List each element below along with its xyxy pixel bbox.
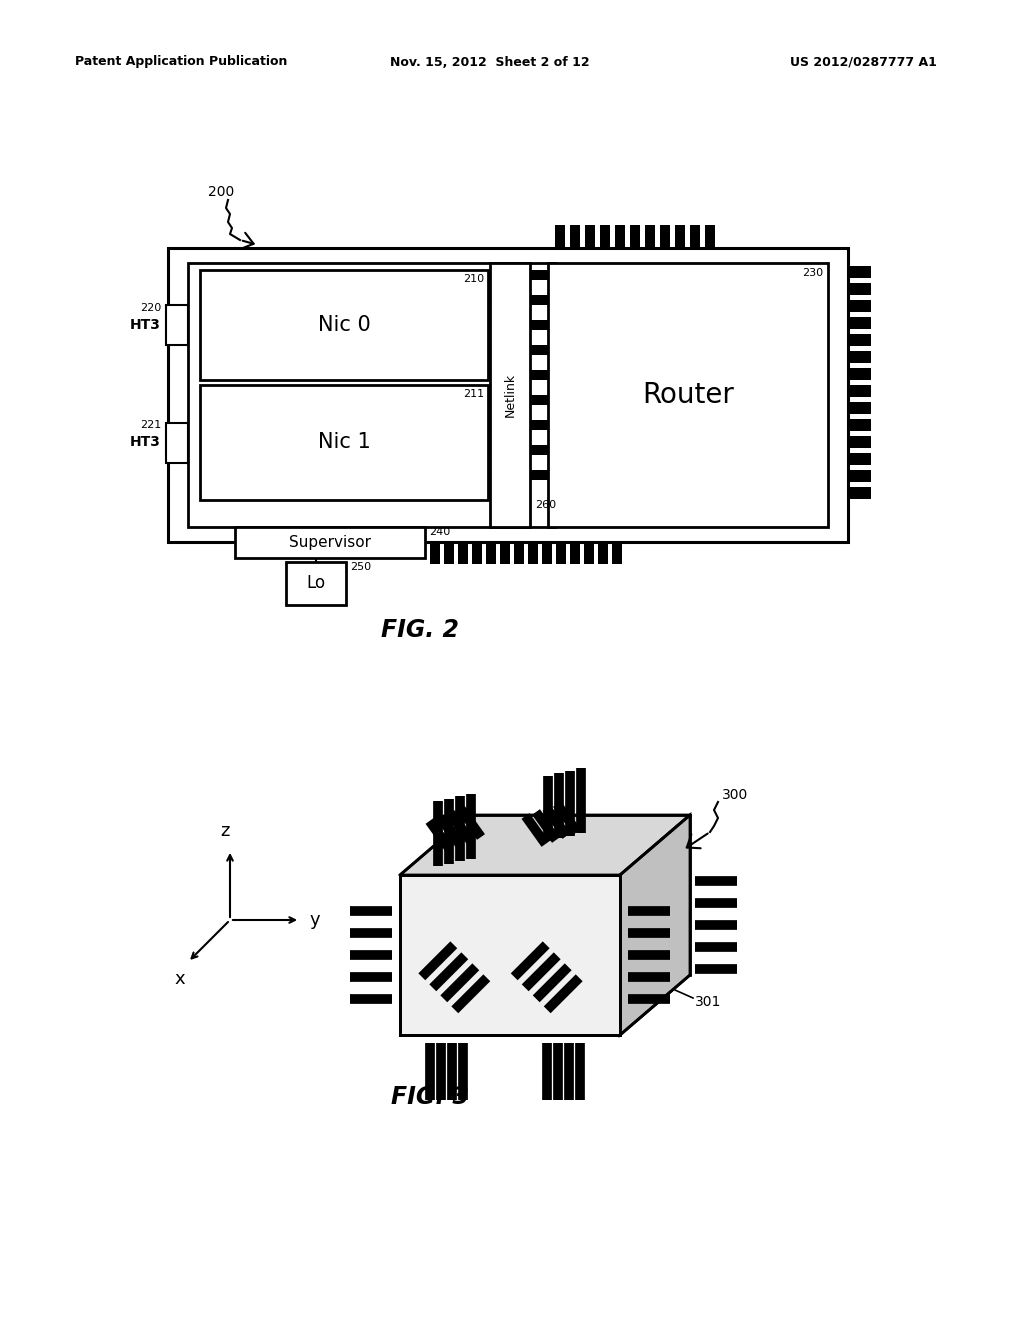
Text: 240: 240: [429, 527, 451, 537]
Bar: [458, 543, 468, 564]
Bar: [286, 562, 346, 605]
Bar: [472, 319, 490, 330]
Bar: [645, 224, 655, 248]
Text: Supervisor: Supervisor: [289, 535, 371, 550]
Bar: [472, 370, 490, 380]
Text: x: x: [175, 970, 185, 987]
FancyArrowPatch shape: [241, 232, 254, 249]
Text: Patent Application Publication: Patent Application Publication: [75, 55, 288, 69]
Bar: [848, 453, 871, 465]
Text: Nov. 15, 2012  Sheet 2 of 12: Nov. 15, 2012 Sheet 2 of 12: [390, 55, 590, 69]
Bar: [472, 470, 490, 480]
Text: Lo: Lo: [306, 574, 326, 593]
Polygon shape: [400, 875, 620, 1035]
Bar: [848, 403, 871, 414]
Bar: [584, 543, 594, 564]
Bar: [490, 263, 530, 527]
Bar: [200, 271, 488, 380]
Bar: [598, 543, 608, 564]
Text: Netlink: Netlink: [504, 374, 516, 417]
Bar: [444, 543, 454, 564]
FancyArrowPatch shape: [687, 833, 708, 849]
Bar: [570, 224, 580, 248]
Bar: [848, 436, 871, 447]
Bar: [548, 263, 828, 527]
Bar: [660, 224, 670, 248]
Bar: [530, 345, 548, 355]
Bar: [472, 345, 490, 355]
Text: 260: 260: [535, 500, 556, 510]
Bar: [848, 351, 871, 363]
Bar: [675, 224, 685, 248]
Bar: [705, 224, 715, 248]
Text: Nic 0: Nic 0: [317, 315, 371, 335]
Bar: [472, 395, 490, 405]
Text: 230: 230: [802, 268, 823, 279]
Bar: [570, 543, 580, 564]
Bar: [848, 368, 871, 380]
Text: US 2012/0287777 A1: US 2012/0287777 A1: [790, 55, 937, 69]
Bar: [848, 267, 871, 279]
Text: 301: 301: [695, 995, 721, 1008]
Text: z: z: [220, 822, 229, 840]
Bar: [600, 224, 610, 248]
Bar: [166, 422, 188, 462]
Bar: [630, 224, 640, 248]
Bar: [530, 470, 548, 480]
Text: Router: Router: [642, 381, 734, 409]
Bar: [530, 294, 548, 305]
Bar: [530, 271, 548, 280]
Bar: [530, 420, 548, 430]
Text: Nic 1: Nic 1: [317, 433, 371, 453]
Bar: [514, 543, 524, 564]
Bar: [530, 445, 548, 455]
Bar: [486, 543, 496, 564]
Bar: [168, 248, 848, 543]
Bar: [848, 385, 871, 397]
Text: 300: 300: [722, 788, 749, 803]
Text: FIG. 3: FIG. 3: [391, 1085, 469, 1109]
Polygon shape: [400, 814, 690, 875]
Text: y: y: [310, 911, 321, 929]
Bar: [200, 385, 488, 500]
Bar: [848, 300, 871, 312]
Bar: [848, 487, 871, 499]
Bar: [542, 543, 552, 564]
Bar: [555, 224, 565, 248]
Polygon shape: [620, 814, 690, 1035]
Text: 210: 210: [463, 275, 484, 284]
Bar: [690, 224, 700, 248]
Bar: [612, 543, 622, 564]
Bar: [472, 543, 482, 564]
Bar: [585, 224, 595, 248]
Bar: [472, 445, 490, 455]
Text: HT3: HT3: [130, 436, 161, 450]
Bar: [430, 543, 440, 564]
Text: 211: 211: [463, 389, 484, 399]
Bar: [848, 470, 871, 482]
Text: FIG. 2: FIG. 2: [381, 618, 459, 642]
Bar: [234, 527, 425, 558]
Bar: [472, 420, 490, 430]
Bar: [166, 305, 188, 345]
Bar: [530, 395, 548, 405]
Bar: [530, 319, 548, 330]
Bar: [848, 418, 871, 432]
Text: 220: 220: [139, 304, 161, 313]
Bar: [530, 370, 548, 380]
Text: 200: 200: [208, 185, 234, 199]
Bar: [500, 543, 510, 564]
Text: 250: 250: [350, 562, 371, 572]
Bar: [472, 271, 490, 280]
Bar: [848, 282, 871, 294]
Bar: [188, 263, 555, 527]
Bar: [472, 294, 490, 305]
Bar: [528, 543, 538, 564]
Bar: [556, 543, 566, 564]
Bar: [615, 224, 625, 248]
Bar: [848, 334, 871, 346]
Bar: [848, 317, 871, 329]
Text: 221: 221: [139, 421, 161, 430]
Text: HT3: HT3: [130, 318, 161, 333]
